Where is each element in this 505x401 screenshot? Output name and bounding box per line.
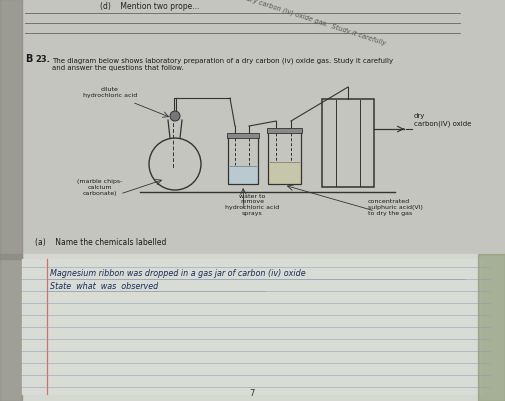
Text: dilute
hydrochloric acid: dilute hydrochloric acid [83, 87, 137, 98]
Bar [269, 163, 300, 184]
Bar [227, 134, 259, 139]
Circle shape [170, 112, 180, 122]
Text: Magnesium ribbon was dropped in a gas jar of carbon (iv) oxide: Magnesium ribbon was dropped in a gas ja… [50, 268, 306, 277]
Text: (a)    Name the chemicals labelled: (a) Name the chemicals labelled [35, 237, 166, 246]
Text: concentrated
sulphuric acid(VI)
to dry the gas: concentrated sulphuric acid(VI) to dry t… [368, 199, 423, 215]
Bar [0, 254, 22, 401]
Text: (marble chips-
calcium
carbonate): (marble chips- calcium carbonate) [77, 179, 123, 196]
Bar [0, 254, 505, 401]
Bar [267, 129, 302, 134]
Text: 23.: 23. [35, 55, 50, 64]
Bar [229, 167, 257, 184]
Bar [0, 0, 505, 259]
Text: The diagram below shows laboratory preparation of a dry carbon (iv) oxide gas. S: The diagram below shows laboratory prepa… [52, 57, 393, 63]
Text: 7: 7 [249, 388, 255, 397]
Bar [478, 254, 505, 401]
Bar [268, 132, 301, 184]
Text: (d)    Mention two prope...: (d) Mention two prope... [100, 2, 199, 11]
Text: water to
remove
hydrochloric acid
sprays: water to remove hydrochloric acid sprays [225, 193, 279, 215]
Text: dry
carbon(IV) oxide: dry carbon(IV) oxide [414, 113, 471, 126]
Bar [0, 0, 22, 259]
Text: ion of a dry carbon (iv) oxide gas.  Study it carefully: ion of a dry carbon (iv) oxide gas. Stud… [220, 0, 387, 47]
Bar [22, 259, 482, 394]
Bar [228, 137, 258, 184]
Text: State  what  was  observed: State what was observed [50, 282, 158, 290]
Bar [322, 100, 374, 188]
Text: B: B [25, 54, 32, 64]
Text: and answer the questions that follow.: and answer the questions that follow. [52, 65, 184, 71]
